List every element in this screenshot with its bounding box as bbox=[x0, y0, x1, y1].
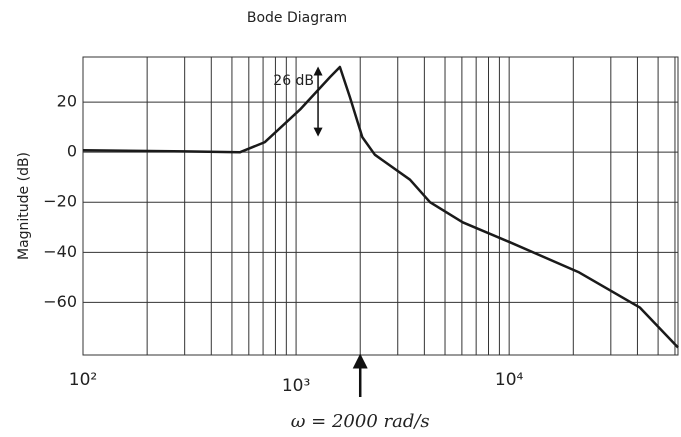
chart-title: Bode Diagram bbox=[247, 10, 347, 26]
y-tick-label: −60 bbox=[43, 292, 77, 311]
magnitude-line bbox=[82, 65, 679, 349]
x-tick-label: 10² bbox=[69, 370, 97, 390]
x-tick-label: 10³ bbox=[282, 376, 310, 396]
y-tick-label: 20 bbox=[57, 92, 77, 111]
y-axis-label: Magnitude (dB) bbox=[16, 152, 32, 260]
y-tick-label: −40 bbox=[43, 242, 77, 261]
x-tick-label: 10⁴ bbox=[495, 370, 524, 390]
peak-annotation: 26 dB bbox=[273, 73, 314, 89]
y-tick-label: 0 bbox=[67, 142, 77, 161]
frequency-annotation: ω = 2000 rad/s bbox=[291, 411, 430, 432]
y-tick-label: −20 bbox=[43, 192, 77, 211]
